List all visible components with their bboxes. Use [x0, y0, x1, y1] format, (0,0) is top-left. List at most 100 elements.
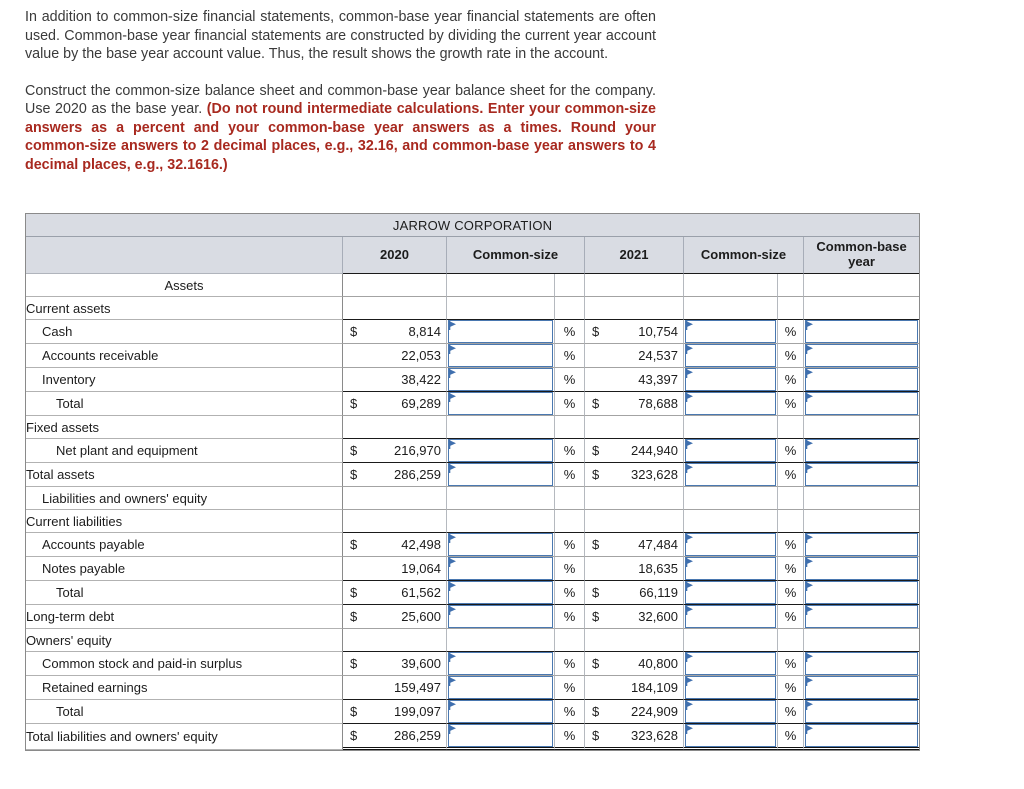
common-base-year-cell: [804, 297, 920, 320]
value-2021-cell: $10,754: [585, 320, 684, 344]
common-size-2020-cell: [447, 676, 555, 700]
table-row: Total $199,097% $224,909%: [26, 700, 920, 724]
value-2021: 32,600: [638, 608, 678, 624]
percent-label: %: [778, 392, 804, 416]
common-size-2020-input[interactable]: [448, 344, 553, 367]
common-base-year-input[interactable]: [805, 581, 919, 604]
row-label: Common stock and paid-in surplus: [26, 652, 343, 676]
common-base-year-input[interactable]: [805, 724, 919, 747]
common-size-2021-cell: [684, 652, 778, 676]
common-base-year-input[interactable]: [805, 533, 919, 556]
problem-text: In addition to common-size financial sta…: [25, 8, 656, 193]
common-size-2021-input[interactable]: [685, 439, 776, 462]
common-size-2020-input[interactable]: [448, 605, 553, 628]
common-size-2021-input[interactable]: [685, 368, 776, 391]
common-size-2021-input[interactable]: [685, 320, 776, 343]
value-2021: 40,800: [638, 655, 678, 671]
common-size-2021-input[interactable]: [685, 344, 776, 367]
table-row: Total $61,562% $66,119%: [26, 581, 920, 605]
common-size-2021-input[interactable]: [685, 557, 776, 580]
common-size-2021-input[interactable]: [685, 724, 776, 747]
common-base-year-cell: [804, 581, 920, 605]
common-size-2021-input[interactable]: [685, 652, 776, 675]
common-size-2020-input[interactable]: [448, 463, 553, 486]
dollar-symbol: $: [592, 728, 600, 743]
common-size-2021-input[interactable]: [685, 700, 776, 723]
common-size-2021-input[interactable]: [685, 581, 776, 604]
common-size-2020-input[interactable]: [448, 557, 553, 580]
dollar-symbol: $: [350, 585, 358, 600]
common-base-year-cell: [804, 439, 920, 463]
value-2021-cell: [585, 510, 684, 533]
common-size-2021-input[interactable]: [685, 533, 776, 556]
percent-label: %: [555, 652, 585, 676]
common-base-year-input[interactable]: [805, 676, 919, 699]
dollar-symbol: $: [592, 704, 600, 719]
common-base-year-input[interactable]: [805, 320, 919, 343]
table-row: Fixed assets: [26, 416, 920, 439]
value-2021-cell: [585, 629, 684, 652]
common-base-year-input[interactable]: [805, 392, 919, 415]
value-2021-cell: $47,484: [585, 533, 684, 557]
common-size-2020-input[interactable]: [448, 368, 553, 391]
common-size-2021-cell: [684, 392, 778, 416]
common-size-2021-cell: [684, 487, 778, 510]
value-2020-cell: $69,289: [343, 392, 447, 416]
value-2021: 224,909: [631, 703, 678, 719]
percent-label: %: [778, 344, 804, 368]
value-2021: 18,635: [638, 560, 678, 576]
common-base-year-input[interactable]: [805, 344, 919, 367]
common-size-2021-input[interactable]: [685, 463, 776, 486]
common-size-2020-input[interactable]: [448, 676, 553, 699]
common-size-2021-cell: [684, 581, 778, 605]
value-2020-cell: [343, 629, 447, 652]
percent-label: %: [778, 652, 804, 676]
common-size-2020-input[interactable]: [448, 581, 553, 604]
percent-label: %: [778, 533, 804, 557]
percent-label: [555, 416, 585, 439]
row-label: Total: [26, 581, 343, 605]
value-2020-cell: [343, 274, 447, 297]
percent-label: %: [555, 700, 585, 724]
common-size-2020-input[interactable]: [448, 652, 553, 675]
common-size-2020-input[interactable]: [448, 533, 553, 556]
percent-label: [778, 274, 804, 297]
common-base-year-input[interactable]: [805, 700, 919, 723]
common-size-2020-input[interactable]: [448, 439, 553, 462]
instructions-emphasis: (Do not round intermediate calculations.…: [25, 101, 656, 174]
instructions-paragraph: Construct the common-size balance sheet …: [25, 82, 656, 175]
common-size-2020-cell: [447, 320, 555, 344]
common-size-2020-input[interactable]: [448, 320, 553, 343]
value-2020-cell: 22,053: [343, 344, 447, 368]
table-title-row: JARROW CORPORATION: [26, 214, 920, 237]
common-base-year-input[interactable]: [805, 368, 919, 391]
common-base-year-input[interactable]: [805, 652, 919, 675]
common-size-2020-input[interactable]: [448, 700, 553, 723]
percent-label: %: [555, 724, 585, 750]
value-2020-cell: $286,259: [343, 724, 447, 750]
common-size-2021-input[interactable]: [685, 392, 776, 415]
common-base-year-input[interactable]: [805, 439, 919, 462]
value-2020: 286,259: [394, 466, 441, 482]
common-base-year-input[interactable]: [805, 557, 919, 580]
percent-label: %: [555, 463, 585, 487]
intro-paragraph: In addition to common-size financial sta…: [25, 8, 656, 64]
common-size-2021-input[interactable]: [685, 676, 776, 699]
instructions-lead: Construct the common-size balance sheet …: [25, 82, 656, 118]
common-size-2020-input[interactable]: [448, 392, 553, 415]
common-size-2020-cell: [447, 652, 555, 676]
common-size-2020-cell: [447, 416, 555, 439]
common-size-2020-cell: [447, 297, 555, 320]
common-base-year-input[interactable]: [805, 463, 919, 486]
common-size-2021-cell: [684, 416, 778, 439]
common-size-2020-cell: [447, 510, 555, 533]
common-size-2020-cell: [447, 487, 555, 510]
common-size-2020-input[interactable]: [448, 724, 553, 747]
common-size-2021-input[interactable]: [685, 605, 776, 628]
row-label: Liabilities and owners' equity: [26, 487, 343, 510]
percent-label: [778, 510, 804, 533]
common-base-year-cell: [804, 392, 920, 416]
percent-label: [778, 629, 804, 652]
common-base-year-input[interactable]: [805, 605, 919, 628]
common-size-2020-cell: [447, 368, 555, 392]
